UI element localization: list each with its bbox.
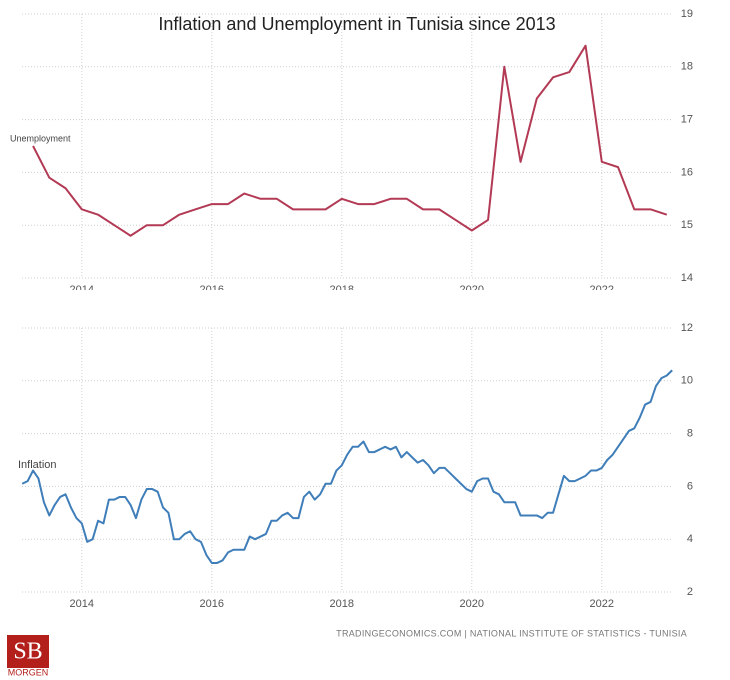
source-note: TRADINGECONOMICS.COM | NATIONAL INSTITUT…: [336, 628, 687, 638]
x-tick-label: 2014: [70, 598, 94, 610]
x-tick-label: 2020: [460, 284, 484, 296]
y-tick-label: 2: [687, 586, 693, 598]
x-tick-label: 2014: [70, 284, 94, 296]
x-tick-label: 2018: [330, 284, 354, 296]
series-label: Unemployment: [10, 133, 71, 143]
x-tick-label: 2018: [330, 598, 354, 610]
y-tick-label: 19: [681, 8, 693, 20]
x-tick-label: 2022: [590, 598, 614, 610]
y-tick-label: 8: [687, 428, 693, 440]
x-axis-labels: 2014 2016 2018 2020 2022: [70, 284, 614, 296]
logo-box: [7, 635, 49, 668]
logo-text: MORGEN: [8, 667, 49, 677]
y-tick-label: 6: [687, 480, 693, 492]
y-tick-label: 16: [681, 166, 693, 178]
y-tick-label: 15: [681, 219, 693, 231]
logo-mark: SB: [13, 639, 42, 665]
y-tick-label: 14: [681, 272, 693, 284]
chart-title: Inflation and Unemployment in Tunisia si…: [158, 14, 555, 34]
data-line: [32, 44, 668, 237]
x-tick-label: 2020: [460, 598, 484, 610]
y-tick-label: 18: [681, 61, 693, 73]
y-tick-label: 12: [681, 322, 693, 334]
y-tick-label: 17: [681, 114, 693, 126]
x-tick-label: 2022: [590, 284, 614, 296]
y-tick-label: 10: [681, 375, 693, 387]
x-tick-label: 2016: [200, 284, 224, 296]
y-tick-label: 4: [687, 533, 693, 545]
data-line: [21, 369, 673, 564]
x-tick-label: 2016: [200, 598, 224, 610]
series-label: Inflation: [18, 459, 57, 471]
